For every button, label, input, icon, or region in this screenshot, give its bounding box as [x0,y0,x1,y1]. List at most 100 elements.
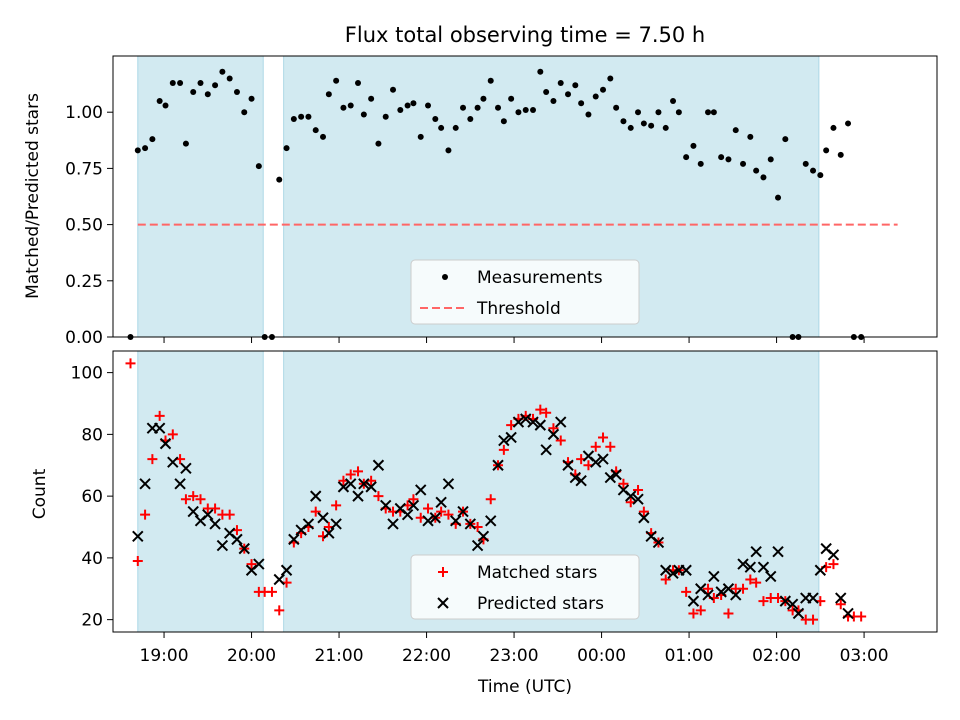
matched-star-point [436,506,447,517]
matched-star-point [856,611,867,622]
predicted-star-point [632,493,644,505]
measurement-point [767,156,774,163]
predicted-star-point [807,592,819,604]
y-tick-label: 0.75 [65,159,103,179]
predicted-star-point [358,478,370,490]
matched-star-point [535,404,546,415]
measurement-point [500,118,507,125]
predicted-star-point [604,471,617,484]
predicted-star-point [310,490,322,502]
measurement-point [212,82,219,89]
matched-star-point [210,503,221,514]
measurement-point [662,124,669,131]
predicted-star-point [380,499,392,512]
matched-star-point [310,506,321,517]
ratio-panel: 0.00 0.25 0.50 0.75 1.00 Matched/Predicted s… [23,55,938,348]
matched-star-point [353,466,364,477]
predicted-star-point [317,512,329,524]
predicted-star-point [625,490,637,502]
predicted-star-point [202,508,214,521]
matched-star-point [703,583,714,594]
measurement-point [725,156,732,163]
measurement-point [607,75,614,82]
predicted-star-point [575,474,587,487]
measurement-point [710,109,717,116]
count-y-axis-label: Count [30,468,50,519]
measurement-point [432,115,439,122]
predicted-star-point [610,468,622,481]
predicted-star-point [842,607,854,620]
measurement-point [747,133,754,140]
measurement-point [802,160,809,167]
predicted-star-point [597,453,609,465]
predicted-star-point [702,589,714,601]
measurement-point [340,104,347,111]
measurement-point [760,174,767,181]
predicted-star-point [231,533,243,546]
predicted-star-point [167,456,179,468]
matched-star-point [167,429,178,440]
shaded-interval [137,55,264,338]
measurement-point [640,120,647,127]
y-tick-label: 100 [71,364,103,384]
measurement-point [592,93,599,100]
measurement-point [508,95,515,102]
ratio-legend: Measurements Threshold [410,259,640,325]
predicted-star-point [464,518,477,530]
matched-star-point [638,506,649,517]
measurement-point [255,163,262,170]
measurement-point [204,91,211,98]
predicted-star-point [744,561,757,573]
measurement-point [177,79,184,86]
legend-label: Measurements [477,268,603,288]
measurement-point [182,140,189,147]
shaded-interval [137,350,264,633]
matched-star-point [132,555,143,566]
predicted-star-point [273,573,285,586]
matched-star-point [808,614,819,625]
predicted-star-point [387,518,399,530]
matched-star-point [541,407,552,418]
measurement-point [705,109,712,116]
measurement-point [775,194,782,201]
measurement-point [390,86,397,93]
measurement-point [333,77,340,84]
predicted-star-point [667,567,679,580]
measurement-point [627,124,634,131]
y-tick-label: 0.25 [65,272,103,292]
measurement-point [690,142,697,149]
legend-label: Predicted stars [477,594,604,614]
matched-star-point [274,605,285,616]
measurement-point [325,91,332,98]
measurement-point [417,133,424,140]
matched-star-point [224,509,235,520]
measurement-point [837,151,844,158]
measurement-point [648,122,655,129]
predicted-star-point [779,595,792,607]
measurement-point [522,106,529,113]
measurement-point [635,109,642,116]
matched-star-point [188,491,199,502]
matched-star-point [605,441,616,452]
measurement-point [620,118,627,125]
predicted-star-point [652,536,665,549]
predicted-star-point [492,459,504,471]
x-tick-label: 03:00 [840,646,889,666]
predicted-star-point [520,413,532,425]
predicted-star-point [253,558,265,570]
matched-star-point [485,494,496,505]
matched-star-point [555,435,566,446]
x-tick-label: 21:00 [315,646,364,666]
predicted-star-point [757,561,770,573]
matched-star-point [695,605,706,616]
matched-star-point [423,503,434,514]
predicted-star-point [209,518,221,530]
legend-marker-predicted [437,597,449,609]
predicted-star-point [471,539,484,552]
predicted-star-point [429,512,442,524]
legend-box [410,259,640,325]
predicted-star-point [569,471,582,484]
measurement-point [368,95,375,102]
matched-star-point [195,494,206,505]
